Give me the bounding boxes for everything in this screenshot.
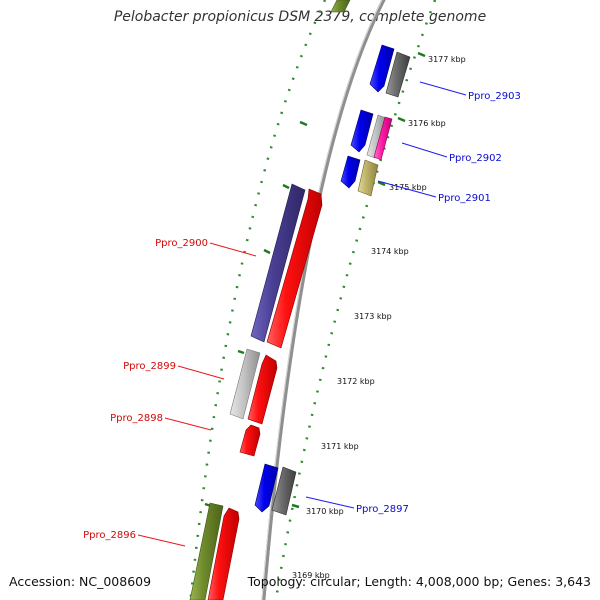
- gene-block-magenta: [373, 116, 393, 161]
- gene-label-reverse: Ppro_2896: [83, 530, 136, 541]
- reverse-gene-track: [189, 0, 351, 600]
- gene-arrow-blue: [350, 109, 374, 153]
- scale-tick-label: 3172 kbp: [337, 377, 375, 386]
- gene-arrow-blue: [340, 155, 361, 189]
- major-ticks: [204, 51, 426, 509]
- map-title: Pelobacter propionicus DSM 2379, complet…: [113, 9, 487, 25]
- scale-tick-label: 3173 kbp: [354, 312, 392, 321]
- gene-label-reverse: Ppro_2898: [110, 413, 163, 424]
- forward-leader-lines: [305, 81, 467, 509]
- scale-tick-label: 3177 kbp: [428, 55, 466, 64]
- scale-tick-label: 3176 kbp: [408, 119, 446, 128]
- gene-arrow-red: [207, 507, 240, 600]
- scale-tick-label: 3170 kbp: [306, 507, 344, 516]
- gene-block-olive: [189, 502, 224, 600]
- gene-arrow-blue: [254, 463, 279, 513]
- scale-tick-label: 3174 kbp: [371, 247, 409, 256]
- reverse-leader-lines: [137, 242, 257, 547]
- scale-tick-label: 3171 kbp: [321, 442, 359, 451]
- gene-label-forward: Ppro_2903: [468, 91, 521, 102]
- gene-label-forward: Ppro_2901: [438, 193, 491, 204]
- gene-block-purple: [250, 183, 306, 343]
- gene-label-reverse: Ppro_2899: [123, 361, 176, 372]
- accession-text: Accession: NC_008609: [9, 574, 152, 589]
- outer-tick-ring: [189, 0, 327, 600]
- scale-tick-label-faded: 3169 kbp: [292, 571, 330, 580]
- genome-stats-text: Topology: circular; Length: 4,008,000 bp…: [247, 574, 591, 589]
- gene-arrow-red: [247, 354, 278, 425]
- gene-arrow-red: [239, 424, 261, 457]
- gene-label-forward: Ppro_2902: [449, 153, 502, 164]
- gene-block-lightgrey: [366, 114, 387, 159]
- gene-arrow-red: [266, 188, 323, 349]
- gene-label-forward: Ppro_2897: [356, 504, 409, 515]
- gene-arrow-blue: [369, 44, 395, 93]
- gene-block-lightgrey: [229, 348, 261, 420]
- gene-block-grey: [271, 466, 297, 516]
- gene-block-olive-top: [330, 0, 351, 13]
- scale-tick-label: 3175 kbp: [389, 183, 427, 192]
- gene-block-grey: [385, 51, 411, 98]
- gene-label-reverse: Ppro_2900: [155, 238, 208, 249]
- forward-gene-track: [254, 44, 411, 516]
- gene-block-khaki: [357, 159, 379, 197]
